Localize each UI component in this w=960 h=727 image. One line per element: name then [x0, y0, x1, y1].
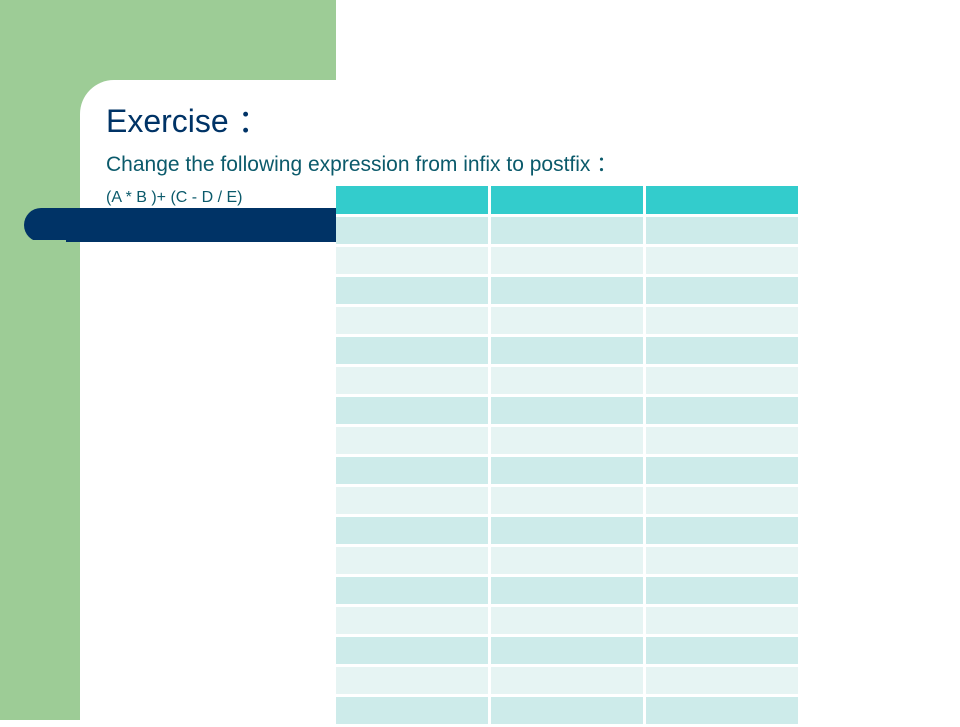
table-cell: [489, 515, 646, 547]
table-cell: [489, 305, 646, 337]
expression-text: (A * B )+ (C - D / E): [106, 189, 243, 206]
table-cell: [489, 635, 646, 667]
table-header-cell: [336, 186, 491, 217]
table-cell: [489, 575, 646, 607]
table-row: [336, 485, 801, 517]
accent-bar: [24, 208, 340, 242]
table-cell: [336, 605, 491, 637]
table-row: [336, 395, 801, 427]
table-cell: [644, 335, 801, 367]
table-cell: [489, 485, 646, 517]
table-cell: [336, 245, 491, 277]
table-row: [336, 455, 801, 487]
table-cell: [489, 275, 646, 307]
table-row: [336, 335, 801, 367]
table-cell: [336, 635, 491, 667]
accent-strip: [0, 240, 66, 246]
table-row: [336, 605, 801, 637]
table-cell: [644, 515, 801, 547]
table-cell: [336, 515, 491, 547]
table-row: [336, 515, 801, 547]
table-cell: [644, 545, 801, 577]
table-cell: [489, 215, 646, 247]
table-row: [336, 575, 801, 607]
table-row: [336, 665, 801, 697]
table-cell: [489, 365, 646, 397]
table-header-cell: [489, 186, 646, 217]
table-cell: [489, 395, 646, 427]
table-cell: [336, 215, 491, 247]
table-cell: [644, 275, 801, 307]
slide-title: Exercise ：: [106, 103, 270, 139]
table-cell: [336, 425, 491, 457]
table-cell: [489, 605, 646, 637]
table-cell: [489, 665, 646, 697]
table-cell: [489, 455, 646, 487]
table-row: [336, 425, 801, 457]
table-cell: [336, 275, 491, 307]
table-cell: [336, 575, 491, 607]
table-cell: [336, 485, 491, 517]
table-row: [336, 635, 801, 667]
table-cell: [644, 605, 801, 637]
table-cell: [489, 425, 646, 457]
table-cell: [644, 365, 801, 397]
table-cell: [644, 395, 801, 427]
conversion-table: [336, 186, 801, 727]
table-cell: [489, 335, 646, 367]
table-row: [336, 545, 801, 577]
table-cell: [489, 245, 646, 277]
table-header-cell: [644, 186, 801, 217]
table-cell: [644, 455, 801, 487]
table-cell: [644, 245, 801, 277]
table-row: [336, 695, 801, 727]
table-row: [336, 305, 801, 337]
table-row: [336, 275, 801, 307]
table-cell: [644, 425, 801, 457]
table-cell: [336, 305, 491, 337]
table-cell: [644, 665, 801, 697]
table-cell: [336, 665, 491, 697]
table-row: [336, 215, 801, 247]
table-cell: [489, 545, 646, 577]
table-row: [336, 245, 801, 277]
table-cell: [644, 215, 801, 247]
table-cell: [336, 365, 491, 397]
table-cell: [336, 455, 491, 487]
table-row: [336, 365, 801, 397]
table-cell: [336, 335, 491, 367]
table-header-row: [336, 186, 801, 217]
table-cell: [489, 695, 646, 727]
instruction-text: Change the following expression from inf…: [106, 153, 618, 176]
table-cell: [336, 395, 491, 427]
table-cell: [644, 695, 801, 727]
table-cell: [644, 485, 801, 517]
table-cell: [336, 545, 491, 577]
table-cell: [336, 695, 491, 727]
table-cell: [644, 635, 801, 667]
table-cell: [644, 305, 801, 337]
table-cell: [644, 575, 801, 607]
